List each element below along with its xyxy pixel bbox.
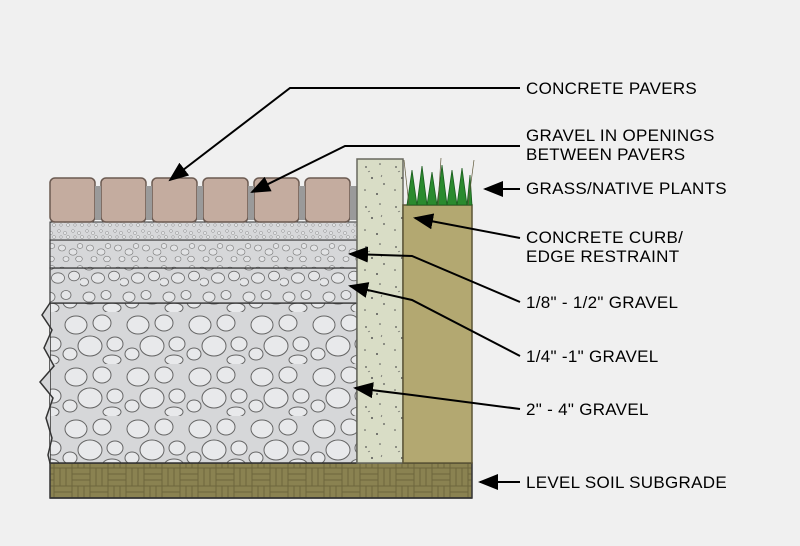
grass-icon	[404, 158, 474, 205]
label-curb1: CONCRETE CURB/	[526, 228, 683, 247]
subgrade-layer	[50, 463, 472, 498]
label-curb2: EDGE RESTRAINT	[526, 247, 679, 266]
label-subgrade: LEVEL SOIL SUBGRADE	[526, 473, 727, 492]
label-coarse: 2" - 4" GRAVEL	[526, 400, 649, 419]
fine-gravel-layer	[50, 240, 357, 268]
label-openings2: BETWEEN PAVERS	[526, 145, 685, 164]
coarse-gravel-layer	[50, 303, 357, 463]
label-pavers: CONCRETE PAVERS	[526, 79, 697, 98]
label-openings1: GRAVEL IN OPENINGS	[526, 126, 715, 145]
label-mid: 1/4" -1" GRAVEL	[526, 347, 658, 366]
soil-column	[403, 205, 472, 463]
bedding-layer	[50, 222, 357, 240]
label-fine: 1/8" - 1/2" GRAVEL	[526, 293, 678, 312]
label-grass: GRASS/NATIVE PLANTS	[526, 179, 727, 198]
cross-section-diagram	[40, 158, 474, 498]
arrow-pavers	[170, 88, 520, 180]
concrete-curb	[357, 159, 403, 463]
label-group: CONCRETE PAVERS GRAVEL IN OPENINGS BETWE…	[526, 79, 727, 492]
mid-gravel-layer	[50, 268, 357, 303]
